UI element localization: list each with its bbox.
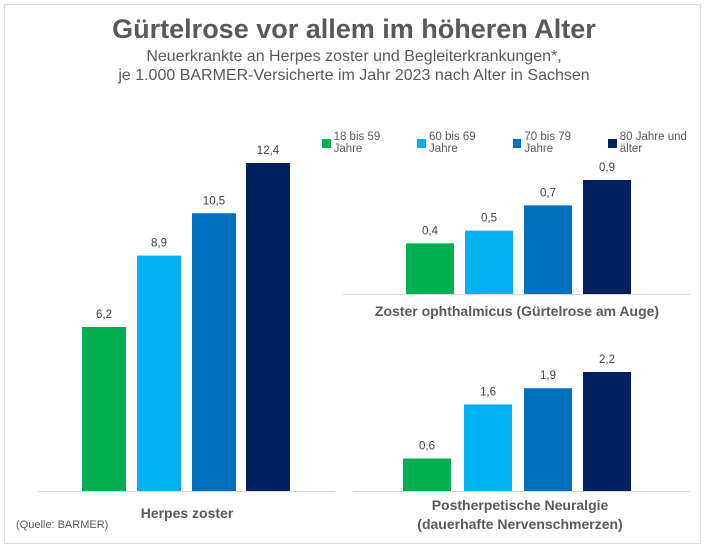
- data-label: 1,6: [480, 386, 496, 398]
- source-note: (Quelle: BARMER): [16, 519, 109, 531]
- subtitle-line-2: je 1.000 BARMER-Versicherte im Jahr 2023…: [118, 67, 590, 84]
- legend-item: 60 bis 69 Jahre: [417, 131, 503, 155]
- bar: [192, 213, 236, 492]
- data-label: 12,4: [257, 145, 280, 157]
- subtitle-line-1: Neuerkrankte an Herpes zoster und Beglei…: [146, 48, 562, 65]
- bar: [464, 404, 512, 491]
- data-label: 0,9: [599, 162, 615, 174]
- data-label: 2,2: [599, 354, 615, 366]
- legend-swatch: [608, 138, 617, 148]
- legend-swatch: [322, 138, 331, 148]
- data-label: 8,9: [151, 238, 167, 250]
- bar: [583, 180, 631, 294]
- chart-title-herpes-zoster: Herpes zoster: [141, 505, 234, 521]
- data-label: 0,5: [481, 213, 497, 225]
- chart-frame: [4, 4, 701, 544]
- bar: [583, 372, 631, 491]
- legend-label: 80 Jahre und älter: [619, 131, 687, 155]
- data-label: 10,5: [203, 195, 225, 207]
- legend-item: 70 bis 79 Jahre: [512, 131, 599, 155]
- data-label: 0,4: [422, 225, 439, 237]
- legend-label: 18 bis 59 Jahre: [333, 131, 381, 155]
- chart-title-zoster-ophthalmicus: Zoster ophthalmicus (Gürtelrose am Auge): [375, 303, 659, 319]
- legend: 18 bis 59 Jahre 60 bis 69 Jahre 70 bis 7…: [322, 131, 708, 155]
- bar: [406, 243, 454, 294]
- bar: [524, 388, 572, 491]
- bar: [137, 255, 181, 491]
- chart-title-neuralgie-line1: Postherpetische Neuralgie: [432, 497, 609, 513]
- data-label: 0,7: [540, 187, 556, 199]
- bar: [403, 458, 451, 491]
- legend-label: 70 bis 79 Jahre: [524, 131, 572, 155]
- bar: [465, 230, 513, 294]
- legend-swatch: [417, 138, 426, 148]
- chart-title: Gürtelrose vor allem im höheren Alter: [112, 14, 596, 44]
- chart-title-neuralgie-line2: (dauerhafte Nervenschmerzen): [417, 516, 622, 532]
- bar: [82, 327, 126, 491]
- data-label: 1,9: [540, 370, 556, 382]
- data-label: 0,6: [419, 441, 435, 453]
- bar: [246, 163, 290, 491]
- bar: [524, 205, 572, 294]
- legend-item: 18 bis 59 Jahre: [322, 131, 408, 155]
- data-label: 6,2: [96, 309, 112, 321]
- legend-swatch: [512, 138, 522, 148]
- legend-label: 60 bis 69 Jahre: [428, 131, 476, 155]
- legend-item: 80 Jahre und älter: [608, 131, 708, 155]
